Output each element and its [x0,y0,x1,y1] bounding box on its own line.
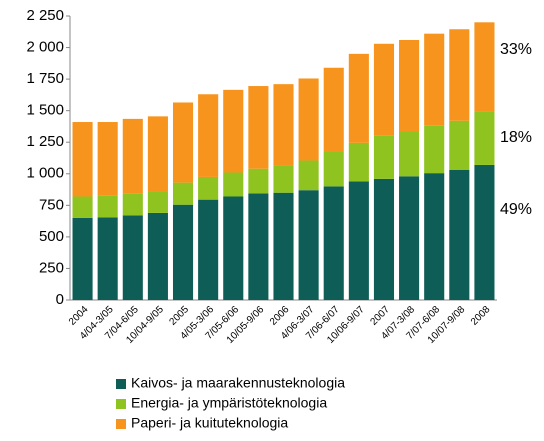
bar-segment [474,22,495,112]
bar-segment [298,190,319,300]
bar-segment [72,217,93,300]
bar-segment [248,86,269,169]
bar-segment [198,176,219,200]
legend-swatch [116,379,126,389]
bar-segment [323,186,344,300]
bar-segment [449,169,470,300]
bar-segment [147,116,168,192]
bar-segment [373,178,395,300]
bar-segment [122,193,143,216]
bar-segment [198,199,219,300]
bar-segment [147,212,168,300]
bar-segment [373,135,395,179]
bar-segment [474,164,495,300]
bar-segment [399,131,420,177]
bar-segment [348,142,369,182]
bar-segment [122,118,143,194]
bar-segment [72,122,93,197]
bar-segment [248,168,269,194]
legend-swatch [116,419,126,429]
bar-segment [172,102,194,183]
y-tick-label: 1 750 [26,70,64,87]
annotation: 33% [500,41,532,58]
bar-segment [97,122,118,196]
bar-segment [449,120,470,170]
bar-segment [449,29,470,121]
y-tick-label: 250 [39,259,64,276]
legend-label: Energia- ja ympäristöteknologia [131,395,327,411]
x-tick-label: 2008 [469,304,493,328]
bar-segment [348,53,369,143]
bar-segment [223,89,244,173]
bar-segment [223,196,244,300]
bar-segment [223,172,244,197]
bar-segment [147,191,168,213]
bar-segment [399,176,420,300]
bar-segment [298,78,319,161]
bar-segment [348,181,369,300]
bar-segment [323,151,344,187]
y-tick-label: 500 [39,228,64,245]
bar-segment [373,43,395,136]
legend-label: Kaivos- ja maarakennusteknologia [131,375,345,391]
y-tick-label: 750 [39,196,64,213]
bar-segment [424,125,445,174]
bar-segment [122,215,143,300]
legend-swatch [116,399,126,409]
y-tick-label: 1 500 [26,102,64,119]
annotation: 18% [500,129,532,146]
bar-segment [97,195,118,218]
y-tick-label: 0 [56,291,64,308]
bar-segment [273,165,294,193]
bar-segment [273,84,294,166]
y-tick-label: 1 000 [26,165,64,182]
bar-segment [172,204,194,300]
bar-segment [424,33,445,126]
bar-segment [474,111,495,165]
y-tick-label: 1 250 [26,133,64,150]
annotation: 49% [500,201,532,218]
bar-segment [424,173,445,300]
legend-label: Paperi- ja kuituteknologia [131,415,288,431]
bar-segment [172,182,194,205]
y-tick-label: 2 000 [26,39,64,56]
bar-segment [399,39,420,132]
bar-segment [273,192,294,300]
bar-segment [198,94,219,177]
bar-segment [298,160,319,191]
y-tick-label: 2 250 [26,7,64,24]
bar-segment [248,193,269,300]
bar-segment [97,217,118,300]
bar-segment [323,67,344,152]
bar-segment [72,196,93,218]
